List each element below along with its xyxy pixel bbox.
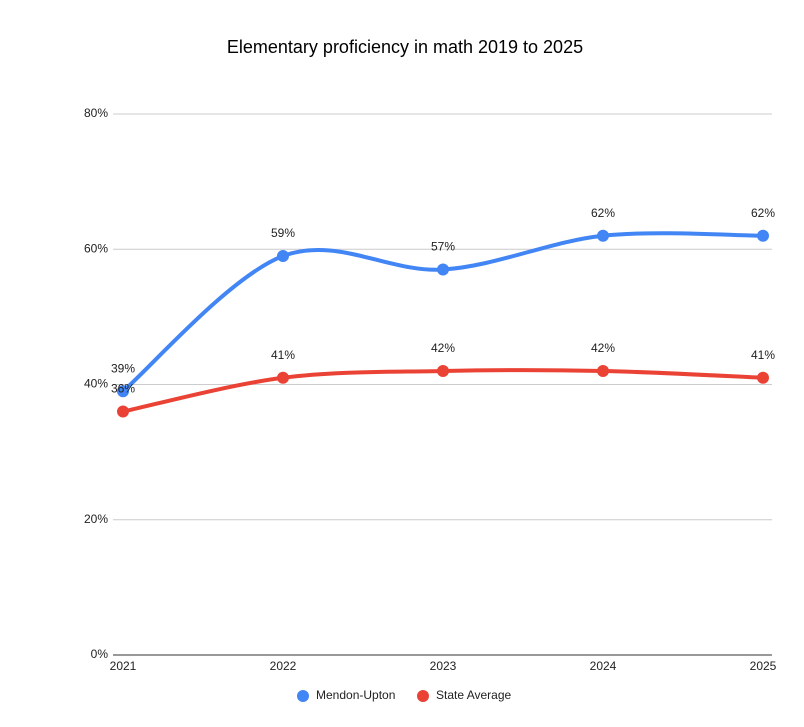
- point: [437, 263, 449, 276]
- legend-label: Mendon-Upton: [316, 688, 395, 702]
- point: [437, 364, 449, 377]
- y-tick-label: 40%: [84, 377, 108, 391]
- data-label: 42%: [431, 341, 455, 355]
- x-tick-label: 2021: [110, 659, 137, 673]
- data-label: 41%: [271, 348, 295, 362]
- point: [757, 371, 769, 384]
- point: [597, 229, 609, 242]
- x-tick-label: 2022: [270, 659, 297, 673]
- y-tick-label: 80%: [84, 106, 108, 120]
- data-label: 57%: [431, 240, 455, 254]
- point: [117, 405, 129, 418]
- data-label: 62%: [751, 206, 775, 220]
- point: [597, 364, 609, 377]
- y-tick-label: 0%: [91, 647, 109, 661]
- data-label: 62%: [591, 206, 615, 220]
- point: [117, 385, 129, 398]
- point: [277, 250, 289, 263]
- y-tick-label: 20%: [84, 512, 108, 526]
- x-tick-label: 2023: [430, 659, 457, 673]
- legend-swatch: [417, 690, 429, 702]
- x-tick-label: 2024: [590, 659, 617, 673]
- data-label: 41%: [751, 348, 775, 362]
- legend-label: State Average: [436, 688, 511, 702]
- data-label: 42%: [591, 341, 615, 355]
- x-tick-label: 2025: [750, 659, 777, 673]
- data-label: 59%: [271, 226, 295, 240]
- chart-title: Elementary proficiency in math 2019 to 2…: [227, 37, 583, 57]
- point: [277, 371, 289, 384]
- data-label: 36%: [111, 382, 135, 396]
- point: [757, 229, 769, 242]
- y-tick-label: 60%: [84, 241, 108, 255]
- legend-swatch: [297, 690, 309, 702]
- data-label: 39%: [111, 361, 135, 375]
